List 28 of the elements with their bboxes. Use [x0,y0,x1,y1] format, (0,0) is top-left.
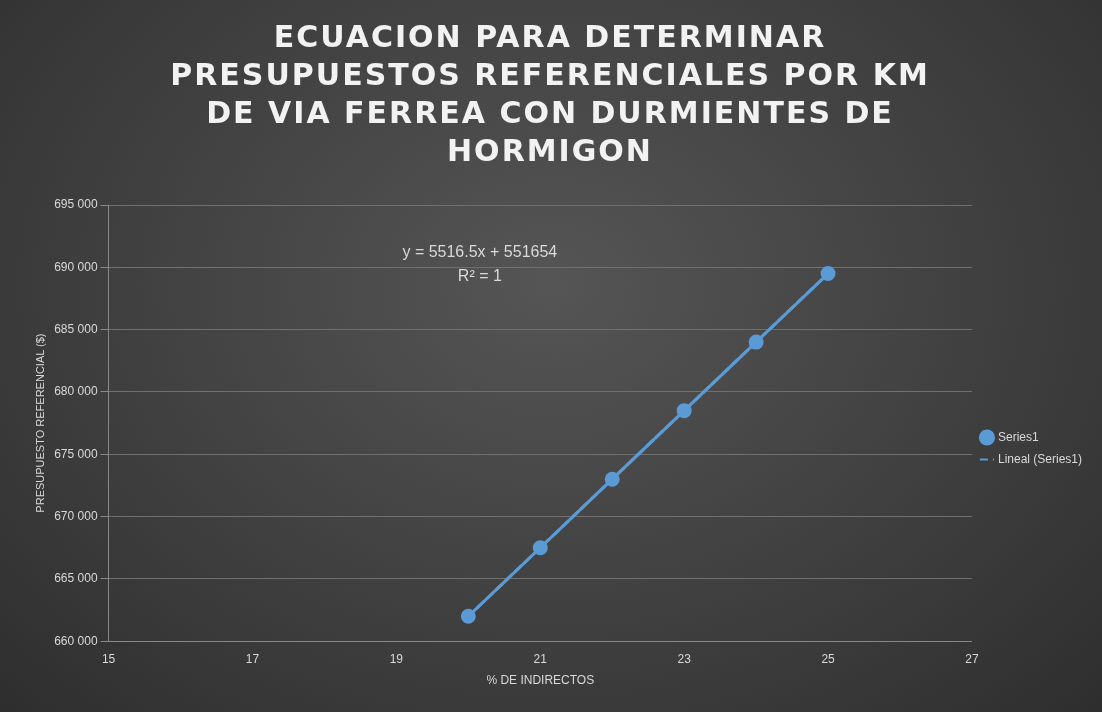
y-tick-label: 675 000 [54,446,98,461]
x-tick-label: 25 [821,651,836,666]
y-tick-label: 690 000 [54,259,98,274]
y-tick-label: 680 000 [54,384,98,399]
x-tick-label: 23 [677,651,692,666]
x-axis-title: % DE INDIRECTOS [486,673,595,688]
y-tick-label: 685 000 [54,321,98,336]
x-tick-label: 15 [101,651,116,666]
legend-label: Series1 [997,429,1039,444]
annotation: R² = 1 [457,267,502,285]
y-axis-title: PRESUPUESTO REFERENCIAL ($) [33,333,46,513]
legend-label: Lineal (Series1) [997,451,1083,466]
point [604,471,620,487]
y-tick-label: 670 000 [54,508,98,523]
x-tick-label: 19 [389,651,404,666]
point [532,540,548,556]
y-tick-label: 665 000 [54,571,98,586]
y-tick-label: 695 000 [54,197,98,212]
x-tick-label: 21 [533,651,548,666]
point [748,334,764,350]
y-tick-label: 660 000 [54,633,98,648]
x-tick-label: 17 [245,651,260,666]
x-tick-label: 27 [965,651,979,666]
chart-title: ECUACION PARA DETERMINAR PRESUPUESTOS REFERENCIALES POR KM DE VIA FERREA CON DURMIENTES DE HORMIGON [169,18,931,170]
point [676,403,692,419]
point [820,266,836,282]
point [460,608,476,624]
annotation: y = 5516.5x + 551654 [402,243,558,261]
